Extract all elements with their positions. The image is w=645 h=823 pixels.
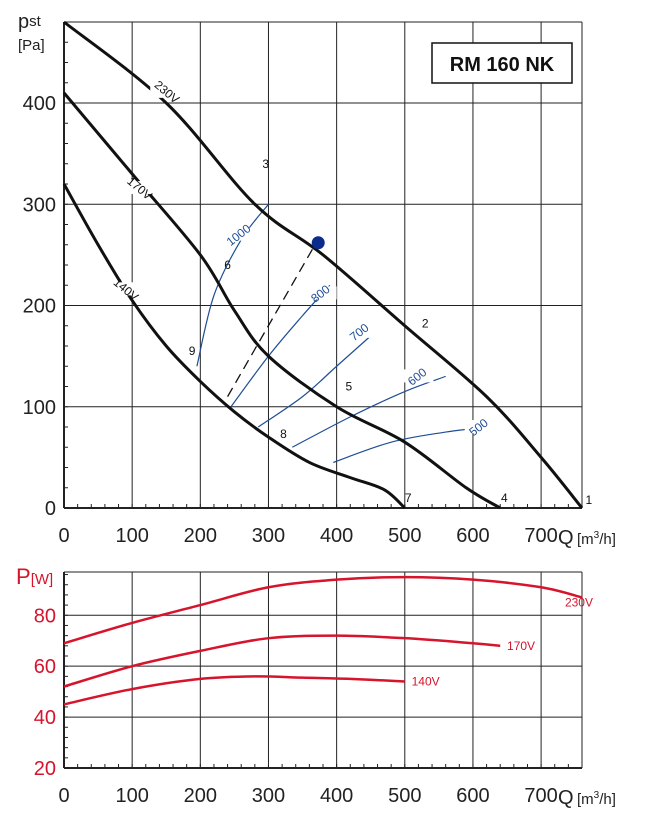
- y-axis-title: P[W]: [16, 564, 53, 589]
- y-axis-title-unit: [W]: [31, 571, 54, 588]
- y-axis-title-main: P: [16, 564, 31, 589]
- curve-label-bg: [109, 282, 142, 296]
- x-tick-label: 600: [456, 525, 489, 547]
- efficiency-label-bg: [306, 286, 337, 300]
- x-axis-unit-end: /h]: [599, 531, 616, 548]
- efficiency-label-bg: [403, 369, 434, 383]
- efficiency-curve-1000: [196, 203, 269, 367]
- efficiency-curve-700: [257, 335, 372, 428]
- x-axis-title: Q: [558, 787, 574, 809]
- x-tick-label: 300: [252, 785, 285, 807]
- power-curve-140V: [63, 675, 405, 706]
- y-axis-title: pst: [18, 11, 42, 33]
- system-dashed-line: [227, 242, 317, 397]
- x-tick-label: 200: [184, 785, 217, 807]
- x-axis-unit: [m3/h]: [577, 530, 616, 548]
- curve-label-bg: [122, 181, 155, 195]
- pressure-grid: [63, 21, 583, 509]
- curve-label-bg: [150, 84, 183, 98]
- point-number-label: 6: [224, 258, 231, 272]
- x-tick-label: 200: [184, 525, 217, 547]
- x-axis-unit-sup: 3: [594, 790, 600, 801]
- y-axis-title-sub: st: [29, 13, 42, 30]
- x-tick-label: 700: [524, 525, 557, 547]
- model-title-box: [431, 42, 573, 84]
- point-number-label: 3: [262, 157, 269, 171]
- x-axis-unit-end: /h]: [599, 791, 616, 808]
- x-axis-unit: [m3/h]: [577, 790, 616, 808]
- fan-curve-230V: [63, 20, 584, 509]
- efficiency-label: 600: [405, 365, 430, 389]
- fan-curve-140V: [62, 183, 406, 510]
- x-tick-label: 300: [252, 525, 285, 547]
- x-tick-label: 100: [115, 525, 148, 547]
- power-curve-label: 140V: [412, 674, 440, 688]
- point-number-label: 8: [280, 427, 287, 441]
- chart-title: RM 160 NK: [450, 54, 555, 76]
- x-tick-label: 400: [320, 525, 353, 547]
- x-axis-unit-start: [m: [577, 791, 594, 808]
- y-tick-label: 0: [45, 498, 56, 520]
- efficiency-label: 700: [347, 320, 372, 344]
- y-tick-label: 300: [23, 194, 56, 216]
- x-axis-title: Q: [558, 527, 574, 549]
- efficiency-label-bg: [345, 324, 376, 338]
- y-axis-unit: [Pa]: [18, 37, 45, 54]
- point-number-label: 2: [422, 317, 429, 331]
- point-number-label: 4: [501, 491, 508, 505]
- point-number-label: 5: [346, 380, 353, 394]
- x-tick-label: 600: [456, 785, 489, 807]
- y-tick-label: 400: [23, 93, 56, 115]
- point-number-label: 7: [405, 491, 412, 505]
- x-tick-label: 0: [58, 525, 69, 547]
- voltage-curve-label: 140V: [111, 275, 141, 304]
- x-tick-label: 0: [58, 785, 69, 807]
- efficiency-label-bg: [224, 227, 255, 241]
- y-axis-title-main: p: [18, 11, 29, 33]
- point-number-label: 1: [585, 493, 592, 507]
- y-tick-label: 200: [23, 296, 56, 318]
- efficiency-label-bg: [464, 420, 495, 434]
- y-tick-label: 40: [34, 707, 56, 729]
- x-axis-unit-start: [m: [577, 531, 594, 548]
- power-curve-label: 170V: [507, 639, 535, 653]
- y-tick-label: 60: [34, 656, 56, 678]
- x-tick-label: 500: [388, 525, 421, 547]
- y-tick-label: 20: [34, 758, 56, 780]
- y-tick-label: 80: [34, 605, 56, 627]
- efficiency-curve-600: [292, 375, 446, 448]
- operating-point-marker: [311, 236, 325, 250]
- voltage-curve-label: 170V: [124, 174, 154, 203]
- x-axis-unit-sup: 3: [594, 530, 600, 541]
- point-number-label: 9: [189, 344, 196, 358]
- power-curve-label: 230V: [565, 596, 593, 610]
- power-grid: [63, 571, 583, 769]
- x-tick-label: 400: [320, 785, 353, 807]
- power-curve-170V: [63, 634, 501, 688]
- power-curve-230V: [63, 575, 583, 645]
- x-tick-label: 100: [115, 785, 148, 807]
- x-tick-label: 500: [388, 785, 421, 807]
- efficiency-label: 500: [466, 416, 491, 440]
- y-tick-label: 100: [23, 397, 56, 419]
- x-tick-label: 700: [524, 785, 557, 807]
